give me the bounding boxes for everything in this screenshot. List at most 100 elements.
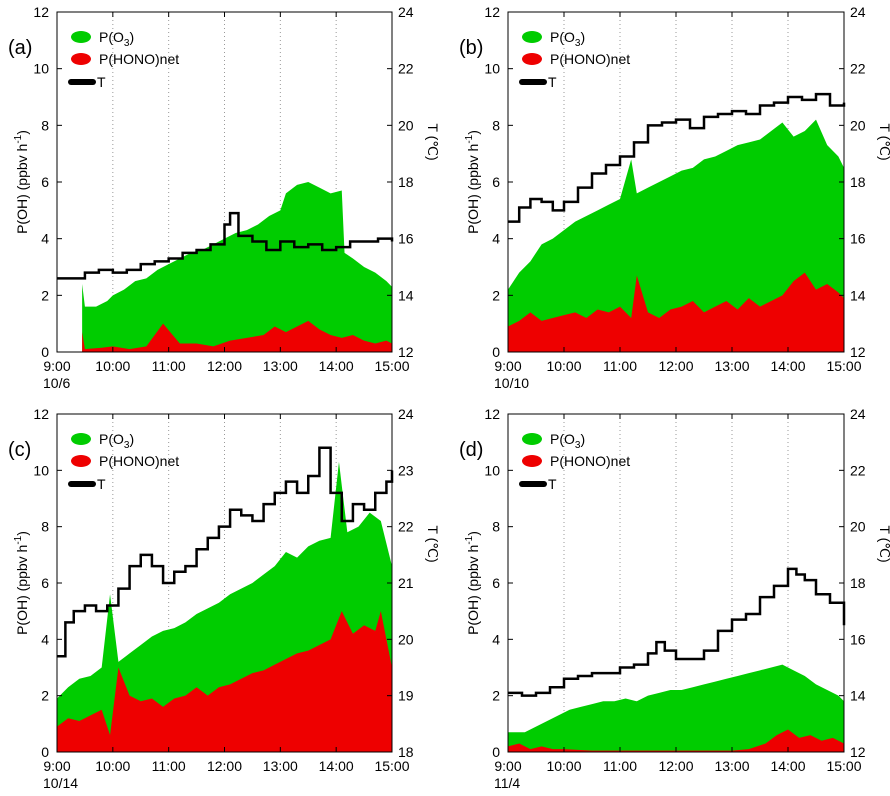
legend-hono-swatch bbox=[522, 455, 542, 467]
y2-axis-label: T (℃) bbox=[425, 525, 441, 562]
legend-o3-swatch bbox=[522, 433, 542, 445]
y2-tick-label: 16 bbox=[850, 231, 866, 247]
y-tick-label: 10 bbox=[484, 462, 500, 478]
y-tick-label: 2 bbox=[41, 688, 49, 704]
y2-tick-label: 20 bbox=[398, 117, 414, 133]
temperature-line bbox=[508, 567, 846, 697]
y-axis-label: P(OH) (ppbv h-1) bbox=[13, 130, 30, 234]
y2-tick-label: 12 bbox=[850, 344, 866, 360]
x-tick-label: 15:00 bbox=[826, 758, 861, 774]
x-tick-label: 14:00 bbox=[319, 758, 354, 774]
x-tick-label: 9:00 bbox=[494, 358, 521, 374]
y-tick-label: 8 bbox=[492, 519, 500, 535]
o3-area bbox=[82, 182, 392, 352]
panel-label: (a) bbox=[8, 37, 32, 59]
hono-area bbox=[508, 272, 844, 352]
legend-t-label: T bbox=[97, 74, 106, 90]
y-tick-label: 4 bbox=[492, 631, 500, 647]
y2-tick-label: 18 bbox=[398, 174, 414, 190]
y2-tick-label: 22 bbox=[398, 61, 414, 77]
x-tick-label: 13:00 bbox=[714, 358, 749, 374]
y2-tick-label: 18 bbox=[398, 744, 414, 760]
y2-tick-label: 22 bbox=[398, 519, 414, 535]
y-tick-label: 4 bbox=[41, 231, 49, 247]
y-tick-label: 12 bbox=[33, 406, 49, 422]
y2-tick-label: 21 bbox=[398, 575, 414, 591]
y-tick-label: 6 bbox=[41, 575, 49, 591]
x-tick-label: 11:00 bbox=[152, 358, 186, 374]
legend-hono-label: P(HONO)net bbox=[550, 51, 630, 67]
y-tick-label: 0 bbox=[492, 744, 500, 760]
y-axis-label: P(OH) (ppbv h-1) bbox=[13, 531, 30, 635]
temperature-line bbox=[57, 211, 394, 280]
y-tick-label: 2 bbox=[492, 688, 500, 704]
y-tick-label: 10 bbox=[484, 61, 500, 77]
y-tick-label: 0 bbox=[41, 344, 49, 360]
legend-hono-label: P(HONO)net bbox=[99, 51, 179, 67]
y2-axis-label: T (℃) bbox=[425, 123, 441, 160]
y-tick-label: 4 bbox=[41, 631, 49, 647]
y-tick-label: 6 bbox=[492, 575, 500, 591]
legend-o3-swatch bbox=[522, 31, 542, 43]
y2-tick-label: 22 bbox=[850, 462, 866, 478]
y2-axis-label: T (℃) bbox=[877, 123, 890, 160]
x-tick-label: 9:00 bbox=[43, 758, 70, 774]
y-tick-label: 2 bbox=[492, 287, 500, 303]
y-tick-label: 12 bbox=[484, 406, 500, 422]
x-tick-label: 10:00 bbox=[546, 358, 581, 374]
hono-area bbox=[82, 320, 392, 352]
y2-tick-label: 18 bbox=[850, 174, 866, 190]
x-tick-label: 15:00 bbox=[374, 758, 409, 774]
panel-label: (d) bbox=[459, 439, 483, 461]
x-tick-label: 13:00 bbox=[263, 358, 298, 374]
legend-o3-label: P(O3) bbox=[550, 29, 585, 49]
y2-axis-label: T (℃) bbox=[877, 525, 890, 562]
x-tick-label: 11:00 bbox=[603, 358, 637, 374]
y2-tick-label: 16 bbox=[850, 631, 866, 647]
legend-t-label: T bbox=[548, 476, 557, 492]
x-tick-label: 12:00 bbox=[658, 758, 693, 774]
x-tick-label: 9:00 bbox=[43, 358, 70, 374]
legend-hono-label: P(HONO)net bbox=[99, 453, 179, 469]
y-tick-label: 0 bbox=[492, 344, 500, 360]
x-tick-label: 9:00 bbox=[494, 758, 521, 774]
y-tick-label: 8 bbox=[41, 117, 49, 133]
y2-tick-label: 14 bbox=[850, 287, 866, 303]
y2-tick-label: 14 bbox=[850, 688, 866, 704]
y-tick-label: 10 bbox=[33, 61, 49, 77]
legend-o3-label: P(O3) bbox=[99, 431, 134, 451]
y2-tick-label: 20 bbox=[398, 631, 414, 647]
y2-tick-label: 16 bbox=[398, 231, 414, 247]
legend-t-label: T bbox=[548, 74, 557, 90]
y-axis-label: P(OH) (ppbv h-1) bbox=[464, 531, 481, 635]
y-tick-label: 4 bbox=[492, 231, 500, 247]
legend-o3-label: P(O3) bbox=[99, 29, 134, 49]
legend-o3-swatch bbox=[71, 433, 91, 445]
legend-hono-label: P(HONO)net bbox=[550, 453, 630, 469]
legend-t-label: T bbox=[97, 476, 106, 492]
y2-tick-label: 19 bbox=[398, 688, 414, 704]
x-tick-label: 10:00 bbox=[546, 758, 581, 774]
y-tick-label: 6 bbox=[492, 174, 500, 190]
y2-tick-label: 22 bbox=[850, 61, 866, 77]
y2-tick-label: 18 bbox=[850, 575, 866, 591]
y2-tick-label: 20 bbox=[850, 519, 866, 535]
legend-hono-swatch bbox=[71, 53, 91, 65]
x-tick-label: 13:00 bbox=[263, 758, 298, 774]
x-tick-label: 10:00 bbox=[95, 758, 130, 774]
legend-hono-swatch bbox=[71, 455, 91, 467]
x-tick-label: 12:00 bbox=[207, 758, 242, 774]
y-tick-label: 12 bbox=[484, 4, 500, 20]
date-label: 11/4 bbox=[494, 775, 520, 791]
x-tick-label: 12:00 bbox=[658, 358, 693, 374]
legend-hono-swatch bbox=[522, 53, 542, 65]
y2-tick-label: 24 bbox=[398, 4, 414, 20]
hono-area bbox=[57, 611, 392, 752]
y2-tick-label: 23 bbox=[398, 462, 414, 478]
date-label: 10/14 bbox=[43, 775, 78, 791]
y-tick-label: 8 bbox=[492, 117, 500, 133]
legend-o3-swatch bbox=[71, 31, 91, 43]
